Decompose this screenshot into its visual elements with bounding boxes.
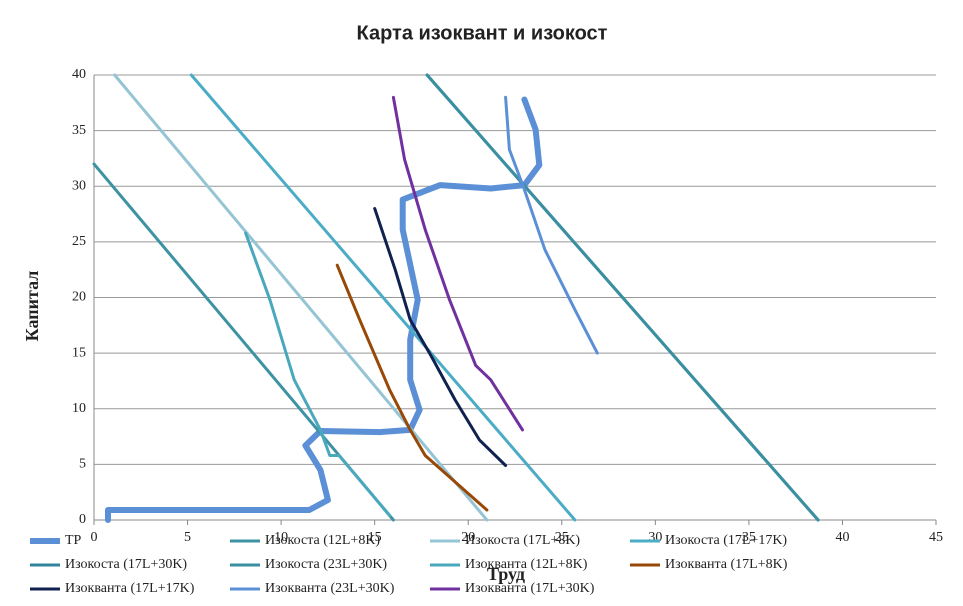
legend-label: Изокванта (12L+8K) [465,557,588,572]
series-line [335,263,489,512]
x-tick-label: 30 [648,530,662,545]
series-line [373,207,508,467]
legend-label: Изокванта (23L+30K) [265,581,395,596]
x-tick-label: 15 [368,530,382,545]
x-tick-label: 5 [184,530,191,545]
x-tick-label: 40 [835,530,849,545]
y-tick-label: 0 [79,512,86,527]
x-tick-label: 45 [929,530,943,545]
series-line [244,231,392,517]
legend-label: Изокоста (17L+30K) [65,557,187,572]
series-line [391,95,524,432]
legend-label: Изокоста (17L+17K) [665,533,787,548]
legend-label: Изокоста (23L+30K) [265,557,387,572]
x-tick-label: 0 [91,530,98,545]
y-tick-label: 25 [72,234,86,249]
x-tick-label: 25 [555,530,569,545]
y-tick-label: 30 [72,178,86,193]
y-tick-label: 35 [72,123,86,138]
y-tick-label: 40 [72,67,86,82]
y-tick-label: 10 [72,401,86,416]
series-line [504,95,599,355]
legend-label: Изокоста (17L+8K) [465,533,580,548]
chart-title: Карта изоквант и изокост [357,22,608,44]
y-tick-label: 15 [72,345,86,360]
legend-label: ТР [65,533,82,548]
y-tick-label: 5 [79,457,86,472]
legend-label: Изокоста (12L+8K) [265,533,380,548]
x-tick-label: 10 [274,530,288,545]
legend-label: Изокванта (17L+17K) [65,581,195,596]
y-axis-label: Капитал [22,271,42,342]
series-line [113,73,489,522]
x-tick-label: 35 [742,530,756,545]
y-tick-label: 20 [72,290,86,305]
x-axis-label: Труд [487,564,525,584]
series-line [425,73,820,522]
x-tick-label: 20 [461,530,475,545]
series-line [189,73,577,522]
series-line [105,96,543,523]
legend-label: Изокванта (17L+30K) [465,581,595,596]
legend-label: Изокванта (17L+8K) [665,557,788,572]
